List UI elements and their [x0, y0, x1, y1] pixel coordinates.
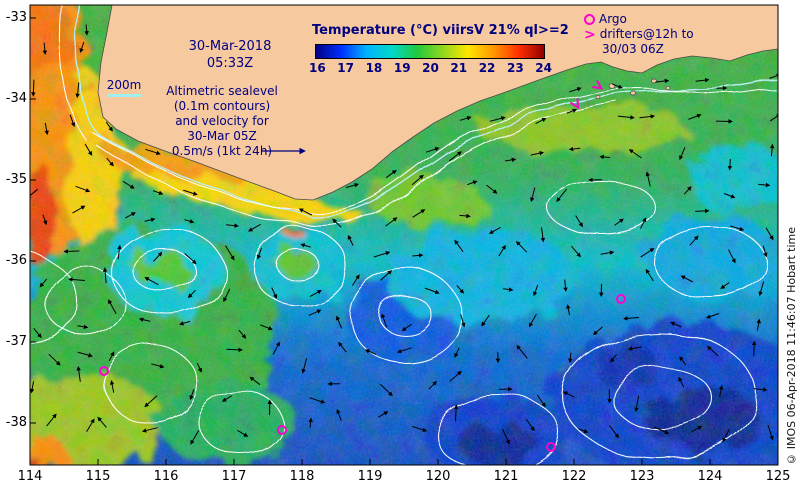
x-tick-label: 116 — [153, 469, 179, 484]
colorbar-tick-label: 18 — [365, 61, 383, 75]
argo-legend: Argo > drifters@12h to 30/03 06Z — [584, 12, 704, 57]
colorbar-tick-label: 22 — [478, 61, 496, 75]
altimetric-line: Altimetric sealevel — [166, 84, 278, 98]
altimetric-line: 0.5m/s (1kt 24h) — [171, 144, 273, 158]
x-tick-label: 121 — [493, 469, 519, 484]
x-tick-label: 123 — [629, 469, 655, 484]
x-tick-label: 119 — [357, 469, 383, 484]
argo-legend-line2: 30/03 06Z — [602, 42, 664, 56]
y-tick-label: -35 — [5, 172, 27, 187]
depth-contour-label: 200m — [106, 78, 142, 92]
y-tick-label: -33 — [5, 10, 27, 25]
islands — [595, 78, 671, 100]
ssh-contours — [30, 5, 778, 465]
map-frame — [29, 4, 779, 466]
x-tick-label: 125 — [765, 469, 791, 484]
y-tick-label: -38 — [5, 415, 27, 430]
x-tick-label: 122 — [561, 469, 587, 484]
argo-legend-line1: drifters@12h to — [599, 27, 694, 41]
colorbar-tick-label: 24 — [535, 61, 552, 75]
colorbar-tick-label: 17 — [337, 61, 354, 75]
drifter-arrow-icon: > — [584, 26, 596, 43]
y-tick-label: -37 — [5, 334, 27, 349]
timestamp-time: 05:33Z — [206, 56, 254, 71]
depth-contour-line-sample — [107, 94, 141, 97]
argo-float-markers — [99, 79, 626, 452]
colorbar-tick-label: 19 — [393, 61, 411, 75]
depth-contour-legend: 200m — [104, 78, 144, 97]
x-tick-label: 118 — [289, 469, 315, 484]
timestamp-date: 30-Mar-2018 — [188, 39, 272, 54]
colorbar-tick-label: 20 — [422, 61, 439, 75]
credit-text: © IMOS 06-Apr-2018 11:46:07 Hobart time — [785, 227, 798, 466]
altimetric-note: Altimetric sealevel (0.1m contours) and … — [148, 84, 296, 159]
y-tick-label: -36 — [5, 253, 27, 268]
velocity-arrows — [30, 24, 778, 445]
altimetric-line: (0.1m contours) — [173, 99, 271, 113]
map-title: Temperature (°C) viirsV 21% ql>=2 — [312, 23, 569, 38]
timestamp: 30-Mar-2018 05:33Z — [170, 38, 290, 72]
altimetric-line: and velocity for — [175, 114, 269, 128]
x-tick-label: 120 — [425, 469, 451, 484]
argo-legend-name: Argo — [599, 12, 627, 26]
colorbar-ticks: 16 17 18 19 20 21 22 23 24 — [309, 61, 552, 75]
x-tick-label: 115 — [85, 469, 111, 484]
bathymetry-200m-contour — [76, 5, 778, 218]
colorbar-tick-label: 16 — [309, 61, 326, 75]
colorbar-tick-label: 21 — [450, 61, 468, 75]
x-tick-label: 117 — [221, 469, 247, 484]
colorbar-tick-label: 23 — [506, 61, 524, 75]
y-tick-label: -34 — [5, 91, 27, 106]
x-tick-label: 124 — [697, 469, 723, 484]
colorbar-gradient — [315, 44, 545, 59]
x-tick-label: 114 — [17, 469, 43, 484]
altimetric-line: 30-Mar 05Z — [187, 129, 257, 143]
argo-float-icon — [584, 14, 595, 25]
